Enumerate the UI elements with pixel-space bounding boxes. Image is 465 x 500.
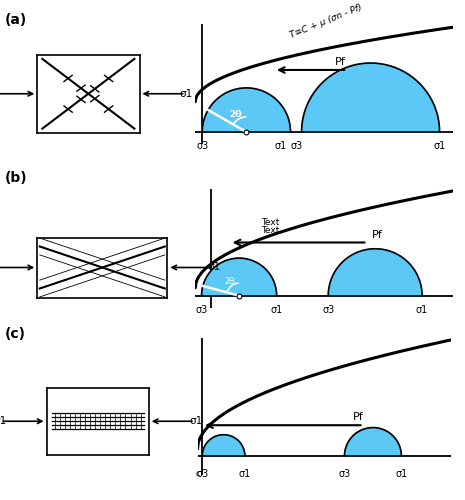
Text: c: c bbox=[195, 469, 200, 478]
Text: 2Θ: 2Θ bbox=[225, 278, 235, 286]
Polygon shape bbox=[302, 63, 439, 132]
Polygon shape bbox=[345, 428, 401, 456]
Text: Text: Text bbox=[261, 226, 279, 234]
Text: σ1: σ1 bbox=[433, 141, 445, 151]
Text: Pf: Pf bbox=[353, 412, 364, 422]
Polygon shape bbox=[328, 249, 422, 296]
Text: σ1: σ1 bbox=[208, 262, 221, 272]
Text: Pf: Pf bbox=[335, 57, 346, 67]
Polygon shape bbox=[202, 434, 245, 456]
Text: σ1: σ1 bbox=[180, 89, 193, 99]
Text: σ1: σ1 bbox=[416, 305, 428, 315]
Text: 2Θ: 2Θ bbox=[229, 110, 242, 119]
Text: σ3: σ3 bbox=[322, 305, 334, 315]
Text: σ3: σ3 bbox=[291, 141, 303, 151]
Polygon shape bbox=[201, 258, 277, 296]
Text: T≅C + μ (σn - Pf): T≅C + μ (σn - Pf) bbox=[289, 2, 364, 40]
Text: (a): (a) bbox=[5, 12, 27, 26]
Text: σ1: σ1 bbox=[395, 469, 407, 479]
Text: (b): (b) bbox=[5, 171, 27, 185]
Text: σ3: σ3 bbox=[339, 469, 351, 479]
Text: σ3: σ3 bbox=[196, 469, 208, 479]
Polygon shape bbox=[202, 88, 291, 132]
Text: σ1: σ1 bbox=[274, 141, 286, 151]
Text: σ1: σ1 bbox=[0, 416, 6, 426]
Text: Text: Text bbox=[261, 218, 279, 227]
Text: σ1: σ1 bbox=[239, 469, 251, 479]
Text: σ1: σ1 bbox=[271, 305, 283, 315]
Text: σ3: σ3 bbox=[195, 305, 208, 315]
Text: (c): (c) bbox=[5, 328, 26, 342]
Text: Pf: Pf bbox=[372, 230, 383, 240]
Text: σ1: σ1 bbox=[189, 416, 202, 426]
Text: σ3: σ3 bbox=[196, 141, 208, 151]
